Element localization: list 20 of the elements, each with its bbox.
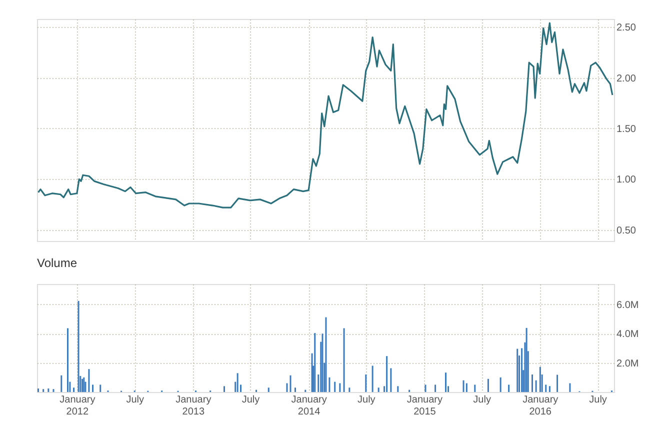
x-tick-label: July bbox=[242, 394, 260, 406]
y-tick-label: 2.50 bbox=[616, 22, 636, 34]
x-tick-label: January 2013 bbox=[176, 394, 212, 418]
y-tick-label: 2.0M bbox=[616, 358, 639, 370]
y-tick-label: 0.50 bbox=[616, 225, 636, 236]
x-tick-label: January 2016 bbox=[522, 394, 558, 418]
x-tick-label: January 2014 bbox=[291, 394, 327, 418]
line-series bbox=[37, 22, 614, 208]
x-tick-label: July bbox=[126, 394, 144, 406]
y-tick-label: 6.0M bbox=[616, 300, 639, 311]
x-tick-label: July bbox=[473, 394, 491, 406]
y-tick-label: 1.50 bbox=[616, 124, 636, 135]
x-tick-label: January 2012 bbox=[60, 394, 96, 418]
x-tick-label: January 2015 bbox=[406, 394, 442, 418]
y-tick-label: 4.0M bbox=[616, 329, 639, 340]
x-tick-label: July bbox=[589, 394, 607, 406]
x-tick-label: July bbox=[358, 394, 376, 406]
chart-title: Volume bbox=[37, 256, 78, 270]
y-tick-label: 2.00 bbox=[616, 73, 636, 84]
y-tick-label: 1.00 bbox=[616, 174, 636, 186]
